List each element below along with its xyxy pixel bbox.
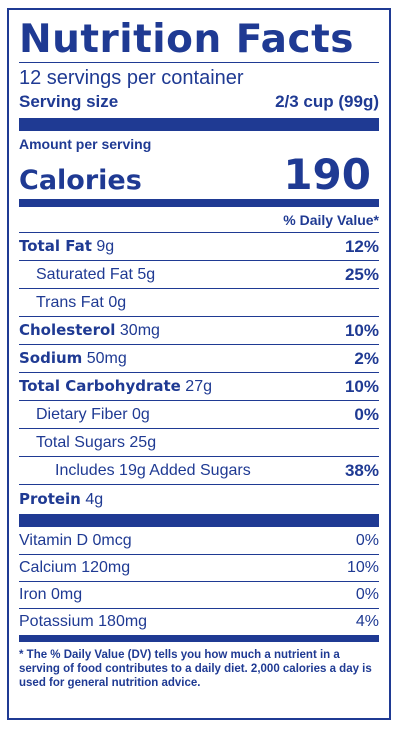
vitamin-dv: 0% [355, 531, 379, 549]
nutrient-dv: 12% [344, 236, 379, 256]
nutrient-dv: 0% [354, 404, 379, 424]
calories-label: Calories [19, 165, 142, 196]
vitamin-row: Potassium 180mg 4% [19, 608, 379, 635]
nutrient-row-trans-fat: Trans Fat 0g [19, 288, 379, 316]
serving-size-row: Serving size 2/3 cup (99g) [19, 91, 379, 118]
nutrient-dv: 38% [344, 460, 379, 480]
nutrient-amount: 4g [85, 491, 104, 508]
medium-divider [19, 199, 379, 207]
nutrient-row-sodium: Sodium 50mg 2% [19, 344, 379, 372]
vitamin-text: Vitamin D 0mcg [19, 531, 132, 549]
vitamin-dv: 10% [346, 559, 379, 576]
nutrient-amount: 0g [132, 405, 150, 423]
vitamin-text: Potassium 180mg [19, 613, 148, 630]
nutrient-amount: 5g [137, 265, 156, 283]
nutrient-name: Sodium [19, 349, 83, 367]
footnote: * The % Daily Value (DV) tells you how m… [19, 649, 372, 689]
vitamin-row: Vitamin D 0mcg 0% [19, 527, 379, 554]
nutrient-text: Includes 19g Added Sugars [55, 461, 251, 479]
vitamin-text: Iron 0mg [19, 586, 83, 603]
nutrient-name: Cholesterol [19, 321, 116, 339]
nutrient-row-added-sugars: Includes 19g Added Sugars 38% [19, 456, 379, 484]
divider [19, 62, 379, 63]
label-title: Nutrition Facts [19, 17, 354, 62]
vitamin-text: Calcium 120mg [19, 559, 131, 576]
nutrition-facts-label: Nutrition Facts 12 servings per containe… [7, 8, 391, 720]
nutrient-row-saturated-fat: Saturated Fat 5g 25% [19, 260, 379, 288]
nutrient-dv: 2% [354, 348, 379, 368]
nutrient-row-cholesterol: Cholesterol 30mg 10% [19, 316, 379, 344]
nutrient-amount: 27g [185, 378, 212, 395]
nutrient-amount: 0g [108, 293, 127, 311]
calories-value: 190 [283, 150, 371, 199]
nutrient-name: Protein [19, 490, 81, 508]
nutrient-name: Total Sugars [36, 433, 125, 451]
medium-divider [19, 635, 379, 642]
servings-per-container: 12 servings per container [19, 67, 244, 89]
nutrient-dv: 10% [344, 376, 379, 396]
nutrient-dv: 10% [344, 320, 379, 340]
nutrient-row-dietary-fiber: Dietary Fiber 0g 0% [19, 400, 379, 428]
nutrient-name: Total Carbohydrate [19, 377, 181, 395]
vitamin-row: Iron 0mg 0% [19, 581, 379, 608]
nutrient-row-total-fat: Total Fat 9g 12% [19, 232, 379, 260]
nutrient-amount: 25g [129, 433, 157, 451]
nutrient-amount: 9g [96, 238, 115, 255]
nutrient-row-total-sugars: Total Sugars 25g [19, 428, 379, 456]
thick-divider [19, 514, 379, 527]
nutrient-amount: 30mg [119, 322, 160, 339]
daily-value-header: % Daily Value* [283, 212, 379, 228]
nutrient-name: Total Fat [19, 237, 92, 255]
vitamins-section: Vitamin D 0mcg 0% Calcium 120mg 10% Iron… [19, 527, 379, 635]
calories-row: Calories 190 [19, 153, 379, 199]
nutrient-row-total-carbohydrate: Total Carbohydrate 27g 10% [19, 372, 379, 400]
vitamin-dv: 0% [355, 586, 379, 603]
thick-divider [19, 118, 379, 131]
nutrient-amount: 50mg [86, 350, 127, 367]
amount-per-serving: Amount per serving [19, 136, 152, 152]
vitamin-dv: 4% [355, 613, 379, 630]
nutrient-name: Trans Fat [36, 293, 104, 311]
nutrient-dv: 25% [344, 264, 379, 284]
nutrient-name: Saturated Fat [36, 265, 133, 283]
serving-size-value: 2/3 cup (99g) [275, 92, 379, 111]
nutrient-row-protein: Protein 4g [19, 484, 379, 514]
serving-size-label: Serving size [19, 92, 119, 111]
vitamin-row: Calcium 120mg 10% [19, 554, 379, 581]
nutrient-name: Dietary Fiber [36, 405, 128, 423]
